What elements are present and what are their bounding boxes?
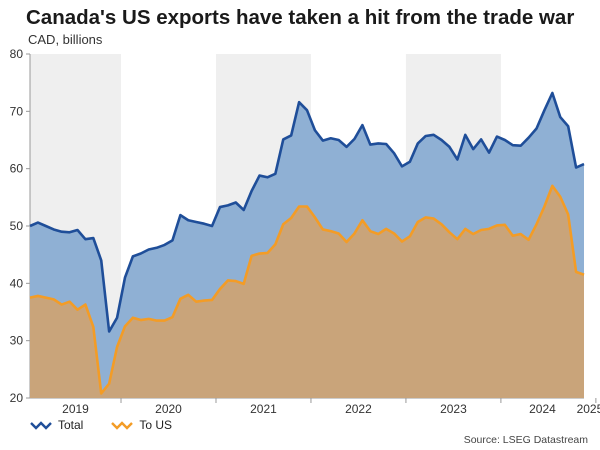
y-tick-label-80: 80 bbox=[10, 47, 24, 61]
x-tick-label-2019: 2019 bbox=[62, 402, 89, 416]
series-line-1 bbox=[29, 184, 585, 395]
legend-swatch-total bbox=[30, 421, 52, 430]
x-tick-label-2025: 2025 bbox=[577, 402, 600, 416]
x-tick-label-2021: 2021 bbox=[250, 402, 277, 416]
x-tick-label-2020: 2020 bbox=[155, 402, 182, 416]
legend-label-to-us: To US bbox=[139, 418, 173, 432]
legend-label-total: Total bbox=[58, 418, 84, 432]
chart-title: Canada's US exports have taken a hit fro… bbox=[26, 6, 575, 29]
chart-legend: Total To US bbox=[30, 418, 200, 432]
x-tick-label-2022: 2022 bbox=[345, 402, 372, 416]
y-tick-label-40: 40 bbox=[10, 276, 24, 290]
legend-item-to-us: To US bbox=[111, 418, 172, 432]
legend-item-total: Total bbox=[30, 418, 83, 432]
x-tick-label-2024: 2024 bbox=[529, 402, 556, 416]
x-tick-label-2023: 2023 bbox=[440, 402, 467, 416]
y-tick-label-20: 20 bbox=[10, 391, 24, 405]
y-tick-label-50: 50 bbox=[10, 219, 24, 233]
y-tick-label-70: 70 bbox=[10, 104, 24, 118]
y-tick-label-30: 30 bbox=[10, 334, 24, 348]
y-tick-label-60: 60 bbox=[10, 162, 24, 176]
series-line-0 bbox=[29, 91, 585, 333]
source-note: Source: LSEG Datastream bbox=[463, 434, 588, 446]
chart-subtitle: CAD, billions bbox=[28, 32, 103, 47]
series-area-1 bbox=[30, 185, 584, 398]
legend-swatch-to-us bbox=[111, 421, 134, 430]
